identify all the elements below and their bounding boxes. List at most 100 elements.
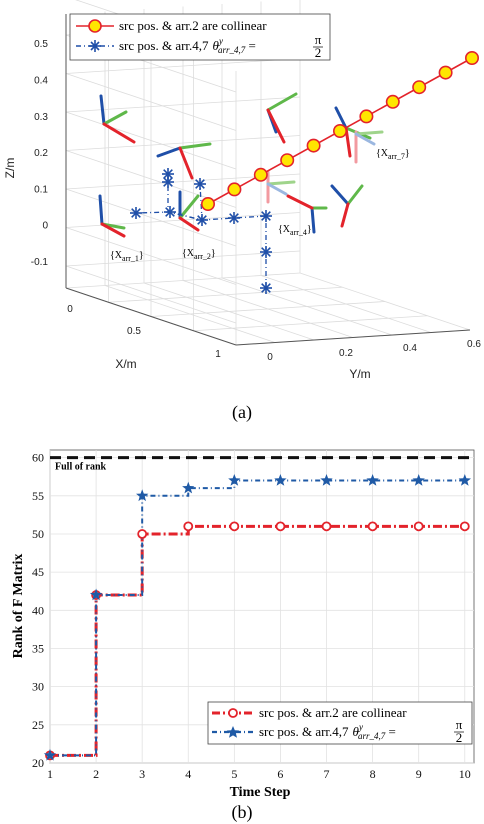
red-circle-marker bbox=[359, 109, 374, 124]
frame-axis bbox=[330, 184, 350, 206]
x-tick-label: 0.5 bbox=[127, 326, 141, 337]
frame-axis bbox=[310, 206, 316, 234]
x-axis-label-b: Time Step bbox=[230, 785, 291, 800]
frame-axis bbox=[266, 92, 298, 112]
x-tick-label: 6 bbox=[277, 767, 283, 781]
y-axis-label: Y/m bbox=[349, 367, 370, 381]
frame-axis bbox=[102, 110, 128, 126]
blue-point bbox=[228, 474, 241, 486]
grid-line bbox=[65, 96, 301, 113]
z-tick-labels: -0.1 0 0.1 0.2 0.3 0.4 0.5 bbox=[31, 39, 49, 268]
blue-asterisk-marker bbox=[164, 206, 176, 218]
x-axis-line bbox=[65, 287, 237, 346]
z-axis-label: Z/m bbox=[3, 158, 17, 179]
x-tick-label: 2 bbox=[93, 767, 99, 781]
legend-a-box bbox=[69, 13, 331, 61]
legend-a-fraction-num: π bbox=[315, 32, 322, 47]
x-tick-label: 8 bbox=[370, 767, 376, 781]
coordinate-frames bbox=[98, 92, 384, 238]
z-tick-label: 0.1 bbox=[34, 184, 48, 195]
blue-asterisk-marker bbox=[260, 246, 272, 258]
x-tick-label: 4 bbox=[185, 767, 191, 781]
frame-label-arr4: {Xarr_4} bbox=[278, 224, 312, 237]
frame-axis bbox=[266, 108, 286, 144]
z-tick-label: 0.4 bbox=[34, 76, 48, 87]
red-point bbox=[321, 521, 332, 532]
legend-b-red-marker bbox=[228, 708, 238, 718]
y-tick-label: 55 bbox=[32, 489, 44, 503]
frame-axis-faded bbox=[354, 130, 384, 136]
x-tick-label: 7 bbox=[324, 767, 330, 781]
legend-b-fraction-den: 2 bbox=[456, 730, 463, 745]
frame-axis bbox=[178, 142, 212, 150]
frame-axis bbox=[346, 184, 364, 206]
grid-line bbox=[65, 58, 301, 74]
grid-line bbox=[65, 250, 301, 267]
red-circle-marker bbox=[464, 50, 479, 65]
blue-asterisk-marker bbox=[196, 214, 208, 226]
series-blue-line bbox=[50, 479, 465, 757]
blue-asterisk-marker bbox=[260, 282, 272, 294]
x-tick-label: 3 bbox=[139, 767, 145, 781]
red-circle-marker bbox=[227, 182, 242, 197]
legend-b-blue-label: src pos. & arr.4,7 θy arr_4,7 = bbox=[259, 722, 396, 741]
chart-a-3d-plot: -0.100.10.20.30.40.5 00.51 0 0.2 0.4 0.6 Z/… bbox=[3, 0, 481, 423]
red-circle-marker bbox=[438, 65, 453, 80]
legend-a-red-label: src pos. & arr.2 are collinear bbox=[119, 18, 267, 33]
plot-b-series bbox=[43, 474, 471, 761]
frame-axis-faded bbox=[354, 132, 376, 146]
blue-asterisk-marker bbox=[194, 178, 206, 190]
blue-asterisk-marker bbox=[260, 210, 272, 222]
frame-axis-faded bbox=[266, 180, 296, 186]
frame-axis bbox=[100, 222, 126, 238]
blue-point bbox=[182, 481, 195, 494]
x-tick-labels: 1 2 3 4 5 6 7 8 9 10 bbox=[47, 767, 471, 781]
z-tick-label: -0.1 bbox=[31, 257, 49, 268]
blue-point bbox=[320, 474, 333, 486]
y-tick-label: 35 bbox=[32, 641, 44, 655]
y-tick-label: 25 bbox=[32, 718, 44, 732]
red-point bbox=[275, 521, 286, 532]
y-tick-label: 20 bbox=[32, 756, 44, 770]
legend-b-blue-marker bbox=[226, 726, 240, 738]
grid-line bbox=[108, 286, 343, 303]
y-tick-label: 45 bbox=[32, 565, 44, 579]
frame-labels: {Xarr_1} {Xarr_2} {Xarr_4} {Xarr_7} bbox=[110, 148, 410, 263]
y-tick-label: 50 bbox=[32, 527, 44, 541]
grid-line bbox=[65, 135, 301, 151]
y-tick-label: 0.4 bbox=[403, 343, 417, 354]
x-tick-label: 9 bbox=[416, 767, 422, 781]
red-circle-marker bbox=[201, 197, 216, 212]
blue-point bbox=[274, 474, 287, 486]
red-point bbox=[183, 521, 194, 532]
x-axis-label: X/m bbox=[115, 357, 136, 371]
frame-axis bbox=[102, 122, 136, 144]
full-rank-label: Full of rank bbox=[55, 462, 107, 473]
frame-label-arr2: {Xarr_2} bbox=[182, 248, 216, 261]
blue-asterisk-marker bbox=[228, 212, 240, 224]
red-point bbox=[137, 529, 148, 539]
y-tick-label: 30 bbox=[32, 680, 44, 694]
y-tick-label: 60 bbox=[32, 451, 44, 465]
frame-label-arr7: {Xarr_7} bbox=[376, 148, 410, 161]
frame-axis bbox=[178, 216, 200, 232]
x-tick-label: 1 bbox=[47, 767, 53, 781]
legend-a-blue-label: src pos. & arr.4,7 θy arr_4,7 = bbox=[119, 36, 256, 55]
legend-a-blue-marker bbox=[89, 40, 101, 52]
x-tick-labels: 00.51 bbox=[67, 304, 221, 360]
red-point bbox=[459, 521, 470, 532]
red-point bbox=[413, 521, 424, 532]
legend-a-red-marker bbox=[88, 19, 102, 33]
legend-b: src pos. & arr.2 are collinear src pos. … bbox=[207, 701, 473, 745]
z-tick-label: 0.3 bbox=[34, 112, 48, 123]
blue-point bbox=[43, 748, 57, 761]
y-tick-labels: 20 25 30 35 40 45 50 55 60 bbox=[32, 451, 44, 770]
red-point bbox=[367, 521, 378, 532]
x-tick-label: 5 bbox=[231, 767, 237, 781]
z-tick-label: 0 bbox=[42, 221, 48, 232]
z-tick-label: 0.5 bbox=[34, 39, 48, 50]
frame-axis bbox=[99, 94, 106, 126]
legend-b-box bbox=[207, 701, 473, 745]
frame-axis bbox=[156, 146, 182, 158]
